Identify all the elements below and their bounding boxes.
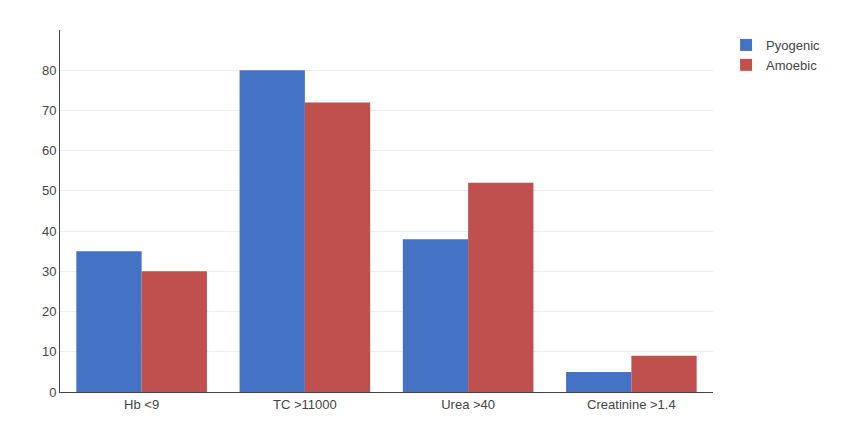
- svg-text:40: 40: [42, 224, 56, 239]
- svg-text:50: 50: [42, 183, 56, 198]
- svg-text:60: 60: [42, 143, 56, 158]
- svg-text:Creatinine >1.4: Creatinine >1.4: [587, 397, 676, 412]
- svg-text:Hb <9: Hb <9: [124, 397, 159, 412]
- svg-text:10: 10: [42, 344, 56, 359]
- svg-text:TC >11000: TC >11000: [273, 397, 337, 412]
- svg-text:Amoebic: Amoebic: [766, 58, 817, 73]
- svg-text:80: 80: [42, 63, 56, 78]
- svg-text:Pyogenic: Pyogenic: [766, 38, 820, 53]
- svg-text:20: 20: [42, 304, 56, 319]
- svg-text:0: 0: [49, 385, 56, 400]
- svg-text:70: 70: [42, 103, 56, 118]
- svg-text:30: 30: [42, 264, 56, 279]
- svg-text:Urea >40: Urea >40: [441, 397, 495, 412]
